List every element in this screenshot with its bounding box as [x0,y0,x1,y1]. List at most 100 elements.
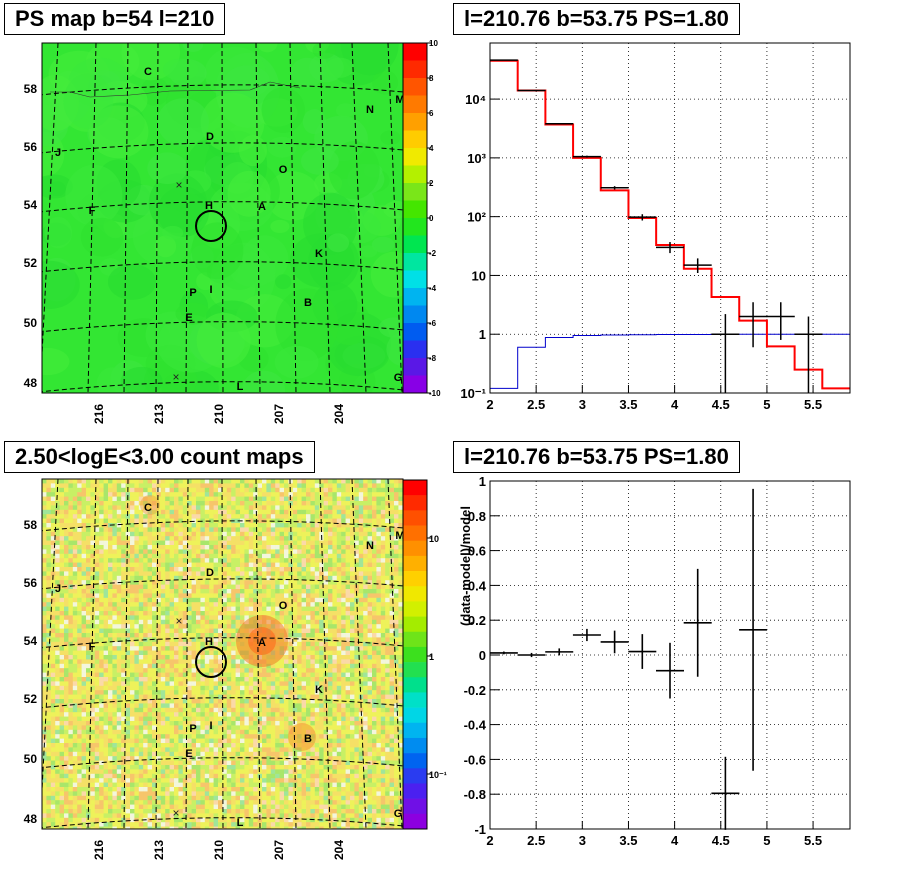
count-pixel [292,571,298,576]
count-pixel [50,619,56,625]
count-pixel [240,703,245,708]
count-pixel [55,611,60,616]
count-pixel [209,518,214,524]
count-pixel [336,527,342,532]
count-pixel [103,672,109,678]
count-pixel [306,584,311,590]
count-pixel [323,487,329,493]
count-pixel [301,699,307,704]
count-pixel [191,694,197,700]
count-pixel [204,655,210,660]
count-pixel [345,641,351,647]
count-pixel [350,655,355,660]
count-pixel [253,681,258,686]
count-pixel [81,558,87,563]
count-pixel [345,628,351,634]
count-pixel [152,593,157,598]
count-pixel [200,523,205,528]
count-pixel [367,492,373,497]
count-pixel [99,558,104,563]
count-pixel [191,646,197,651]
count-pixel [306,562,311,568]
count-pixel [152,571,157,576]
count-pixel [59,672,65,678]
count-pixel [125,694,131,700]
count-pixel [99,611,104,616]
count-pixel [112,558,117,563]
count-pixel [341,531,346,537]
count-pixel [275,492,280,497]
count-pixel [42,677,47,682]
count-pixel [169,514,175,519]
count-pixel [235,479,241,484]
count-pixel [354,672,359,678]
count-pixel [222,509,227,515]
count-pixel [81,602,87,607]
count-pixel [68,549,73,554]
count-pixel [376,619,381,625]
count-pixel [350,611,355,616]
count-pixel [367,479,373,484]
count-pixel [314,677,320,682]
map-patch [140,77,170,106]
count-pixel [323,593,329,598]
count-pixel [103,501,109,506]
count-pixel [222,523,227,528]
count-pixel [182,681,188,686]
count-pixel [147,589,153,594]
count-pixel [55,518,60,524]
count-pixel [275,663,280,669]
count-pixel [191,536,197,541]
count-pixel [68,496,73,502]
count-pixel [358,549,364,554]
count-pixel [121,633,126,638]
count-pixel [77,575,82,581]
count-pixel [218,694,223,700]
count-pixel [341,633,346,638]
count-pixel [367,501,373,506]
count-pixel [363,553,368,559]
count-pixel [253,589,258,594]
count-pixel [147,518,153,524]
count-pixel [310,699,315,704]
count-pixel [336,492,342,497]
count-pixel [345,487,351,493]
count-pixel [72,611,78,616]
count-pixel [350,575,355,581]
count-pixel [270,558,276,563]
count-pixel [380,716,386,722]
count-pixel [86,505,91,510]
count-pixel [130,650,135,656]
count-pixel [270,593,276,598]
count-pixel [354,663,359,669]
count-pixel [121,545,126,550]
count-pixel [376,562,381,568]
count-pixel [174,690,179,695]
count-pixel [147,536,153,541]
count-pixel [103,694,109,700]
count-pixel [125,628,131,634]
count-pixel [160,663,166,669]
count-pixel [160,716,166,722]
count-pixel [319,650,324,656]
count-pixel [248,523,254,528]
count-pixel [398,650,403,656]
count-pixel [68,694,73,700]
count-pixel [108,633,113,638]
count-pixel [169,580,175,585]
count-pixel [42,492,47,497]
count-pixel [108,575,113,581]
count-pixel [341,558,346,563]
count-pixel [209,540,214,546]
count-pixel [134,628,139,634]
count-pixel [367,531,373,537]
map-y-tick-label: 54 [24,198,38,212]
count-pixel [222,562,227,568]
count-pixel [182,501,188,506]
count-pixel [152,540,157,546]
count-pixel [182,509,188,515]
count-pixel [345,633,351,638]
count-pixel [372,571,377,576]
count-pixel [244,707,249,713]
count-pixel [121,540,126,546]
